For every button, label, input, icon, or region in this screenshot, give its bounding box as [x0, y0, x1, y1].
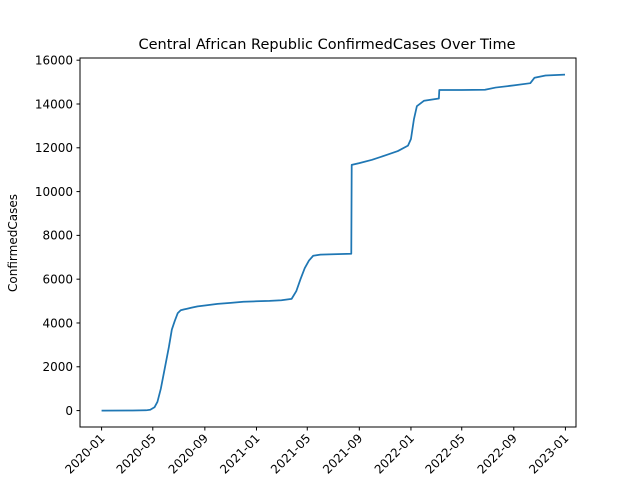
y-tick-label: 4000: [42, 316, 73, 330]
y-tick-label: 16000: [35, 53, 73, 67]
y-tick-label: 14000: [35, 97, 73, 111]
y-tick-label: 0: [65, 404, 73, 418]
y-axis-label: ConfirmedCases: [6, 194, 20, 292]
y-axis: 0 2000 4000 6000 8000 10000 12000 14000 16000: [35, 53, 80, 418]
y-tick-label: 8000: [42, 229, 73, 243]
y-tick-label: 12000: [35, 141, 73, 155]
series-line: [101, 73, 566, 412]
y-tick-label: 10000: [35, 185, 73, 199]
plot-series: [101, 73, 566, 412]
y-tick-label: 2000: [42, 360, 73, 374]
chart-title: Central African Republic ConfirmedCases …: [138, 37, 515, 53]
plot-frame: [79, 57, 577, 428]
y-tick-label: 6000: [42, 272, 73, 286]
